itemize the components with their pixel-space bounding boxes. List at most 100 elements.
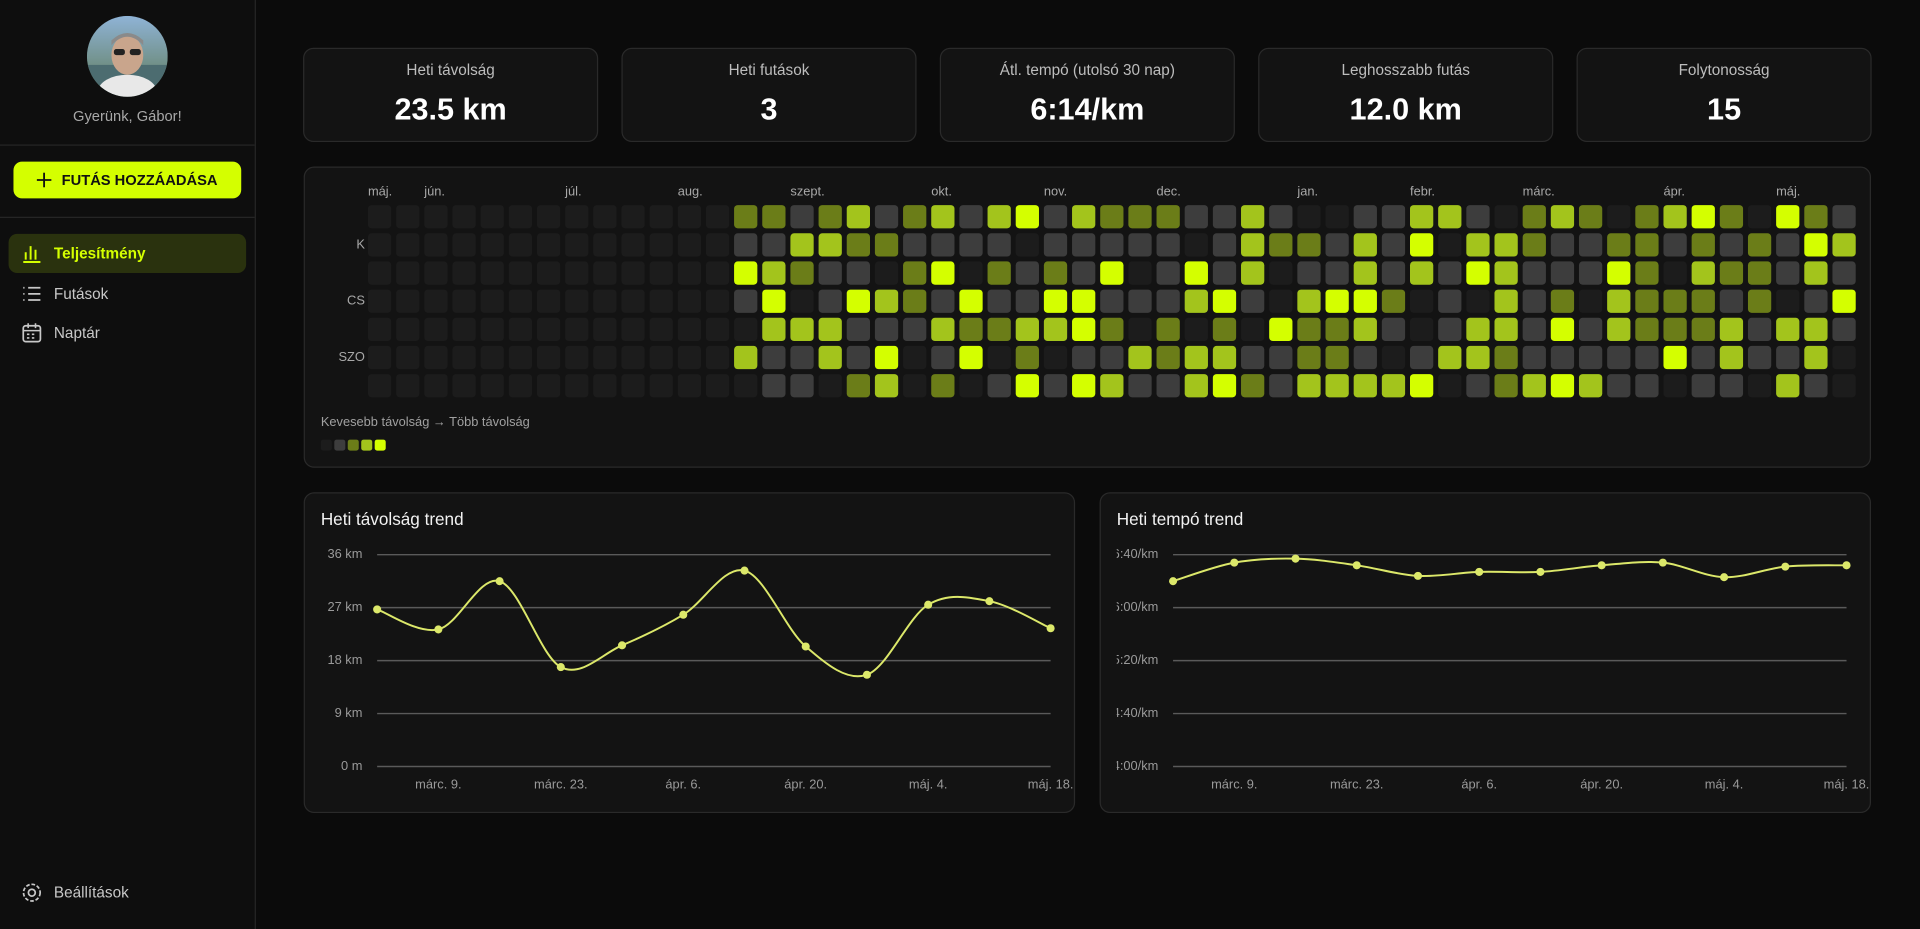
heat-cell[interactable] — [762, 205, 786, 229]
heat-cell[interactable] — [1410, 261, 1434, 285]
heat-cell[interactable] — [1410, 374, 1434, 398]
heat-cell[interactable] — [987, 233, 1011, 257]
heat-cell[interactable] — [1747, 317, 1772, 342]
heat-cell[interactable] — [1747, 233, 1772, 257]
data-point[interactable] — [495, 577, 504, 586]
heat-cell[interactable] — [734, 345, 758, 370]
heat-cell[interactable] — [649, 261, 673, 285]
heat-cell[interactable] — [903, 345, 927, 370]
data-point[interactable] — [679, 610, 688, 619]
heat-cell[interactable] — [931, 233, 955, 257]
heat-cell[interactable] — [1100, 233, 1124, 257]
heat-cell[interactable] — [508, 205, 533, 229]
heat-cell[interactable] — [480, 233, 504, 257]
heat-cell[interactable] — [959, 289, 983, 313]
heat-cell[interactable] — [1100, 374, 1124, 398]
heat-cell[interactable] — [508, 261, 533, 285]
heat-cell[interactable] — [762, 345, 786, 370]
heat-cell[interactable] — [1128, 374, 1152, 398]
heat-cell[interactable] — [874, 261, 899, 285]
heat-cell[interactable] — [1184, 261, 1208, 285]
avatar[interactable] — [86, 15, 168, 97]
heat-cell[interactable] — [1804, 289, 1828, 313]
heat-cell[interactable] — [959, 317, 983, 342]
heat-cell[interactable] — [1804, 317, 1828, 342]
heat-cell[interactable] — [649, 345, 673, 370]
heat-cell[interactable] — [1522, 205, 1546, 229]
heat-cell[interactable] — [1015, 374, 1039, 398]
heat-cell[interactable] — [818, 374, 842, 398]
heat-cell[interactable] — [367, 317, 392, 342]
heat-cell[interactable] — [1381, 317, 1406, 342]
heat-cell[interactable] — [987, 374, 1011, 398]
heat-cell[interactable] — [1466, 374, 1490, 398]
heat-cell[interactable] — [1719, 289, 1744, 313]
heat-cell[interactable] — [1269, 261, 1293, 285]
heat-cell[interactable] — [424, 317, 448, 342]
heat-cell[interactable] — [818, 205, 842, 229]
heat-cell[interactable] — [621, 233, 645, 257]
heat-cell[interactable] — [1804, 233, 1828, 257]
data-point[interactable] — [1169, 577, 1178, 586]
heat-cell[interactable] — [1184, 289, 1208, 313]
heat-cell[interactable] — [1184, 345, 1208, 370]
heat-cell[interactable] — [480, 261, 504, 285]
data-point[interactable] — [556, 663, 565, 672]
data-point[interactable] — [924, 600, 933, 609]
heat-cell[interactable] — [480, 289, 504, 313]
heat-cell[interactable] — [677, 317, 702, 342]
heat-cell[interactable] — [1691, 374, 1715, 398]
heat-cell[interactable] — [1747, 261, 1772, 285]
heat-cell[interactable] — [565, 261, 589, 285]
nav-item[interactable]: Futások — [9, 274, 247, 313]
heat-cell[interactable] — [1635, 374, 1659, 398]
heat-cell[interactable] — [1015, 261, 1039, 285]
heat-cell[interactable] — [1438, 317, 1462, 342]
heat-cell[interactable] — [367, 205, 392, 229]
heat-cell[interactable] — [1747, 205, 1772, 229]
heat-cell[interactable] — [367, 345, 392, 370]
heat-cell[interactable] — [1241, 345, 1265, 370]
heat-cell[interactable] — [1635, 205, 1659, 229]
heat-cell[interactable] — [818, 345, 842, 370]
heat-cell[interactable] — [1297, 289, 1321, 313]
heat-cell[interactable] — [1607, 261, 1631, 285]
heat-cell[interactable] — [1212, 205, 1237, 229]
heat-cell[interactable] — [1353, 317, 1377, 342]
heat-cell[interactable] — [593, 205, 617, 229]
heat-cell[interactable] — [1494, 289, 1518, 313]
heat-cell[interactable] — [1241, 317, 1265, 342]
heat-cell[interactable] — [621, 345, 645, 370]
heat-cell[interactable] — [396, 261, 420, 285]
heat-cell[interactable] — [1691, 289, 1715, 313]
heat-cell[interactable] — [959, 261, 983, 285]
heat-cell[interactable] — [987, 289, 1011, 313]
heat-cell[interactable] — [424, 289, 448, 313]
heat-cell[interactable] — [959, 374, 983, 398]
heat-cell[interactable] — [677, 261, 702, 285]
heat-cell[interactable] — [593, 261, 617, 285]
heat-cell[interactable] — [1212, 261, 1237, 285]
heat-cell[interactable] — [424, 233, 448, 257]
heat-cell[interactable] — [987, 205, 1011, 229]
heat-cell[interactable] — [1212, 374, 1237, 398]
heat-cell[interactable] — [1128, 317, 1152, 342]
heat-cell[interactable] — [367, 289, 392, 313]
heat-cell[interactable] — [677, 289, 702, 313]
heat-cell[interactable] — [1522, 261, 1546, 285]
heat-cell[interactable] — [452, 233, 476, 257]
heat-cell[interactable] — [790, 233, 814, 257]
heat-cell[interactable] — [1635, 233, 1659, 257]
heat-cell[interactable] — [1353, 374, 1377, 398]
heat-cell[interactable] — [931, 345, 955, 370]
heat-cell[interactable] — [1550, 345, 1575, 370]
heat-cell[interactable] — [1438, 261, 1462, 285]
heat-cell[interactable] — [565, 345, 589, 370]
heat-cell[interactable] — [536, 261, 561, 285]
heat-cell[interactable] — [1410, 289, 1434, 313]
heat-cell[interactable] — [1128, 261, 1152, 285]
heat-cell[interactable] — [1663, 317, 1687, 342]
heat-cell[interactable] — [1381, 374, 1406, 398]
heat-cell[interactable] — [1832, 374, 1856, 398]
heat-cell[interactable] — [1494, 374, 1518, 398]
